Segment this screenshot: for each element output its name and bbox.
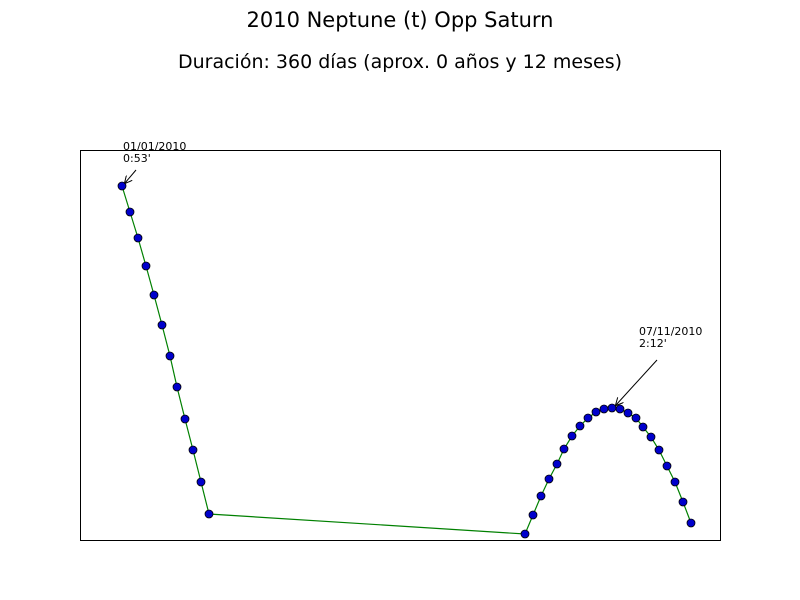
data-point — [149, 290, 159, 300]
data-point — [686, 518, 696, 528]
series-line — [121, 185, 692, 535]
annotation-label: 07/11/2010 — [639, 325, 702, 338]
data-point — [196, 477, 206, 487]
data-point — [544, 474, 554, 484]
chart-subtitle: Duración: 360 días (aprox. 0 años y 12 m… — [177, 51, 623, 73]
data-point — [575, 421, 585, 431]
data-point — [133, 233, 143, 243]
data-point — [188, 445, 198, 455]
data-point — [615, 404, 625, 414]
data-point — [520, 529, 530, 539]
annotation-label: 0:53' — [123, 152, 151, 165]
data-point — [638, 422, 648, 432]
annotation-label: 2:12' — [639, 337, 667, 350]
chart-title: 2010 Neptune (t) Opp Saturn — [246, 8, 554, 32]
data-point — [157, 320, 167, 330]
data-point — [141, 261, 151, 271]
data-point — [552, 459, 562, 469]
data-point — [172, 382, 182, 392]
data-point — [591, 407, 601, 417]
data-point — [117, 181, 127, 191]
data-point — [204, 509, 214, 519]
annotation-arrow — [616, 359, 658, 405]
data-point — [678, 497, 688, 507]
data-point — [646, 432, 656, 442]
data-point — [607, 403, 617, 413]
data-point — [180, 414, 190, 424]
data-point — [559, 444, 569, 454]
series-layer — [117, 181, 696, 539]
data-point — [567, 431, 577, 441]
plot-area-frame — [80, 150, 721, 541]
data-point — [662, 461, 672, 471]
data-point — [125, 207, 135, 217]
data-point — [536, 491, 546, 501]
data-point — [623, 408, 633, 418]
data-point — [599, 404, 609, 414]
data-point — [670, 477, 680, 487]
data-point — [165, 351, 175, 361]
data-point — [583, 413, 593, 423]
annotation-label: 01/01/2010 — [123, 140, 186, 153]
data-point — [631, 413, 641, 423]
annotation-arrow — [125, 169, 137, 183]
data-point — [654, 445, 664, 455]
data-point — [528, 510, 538, 520]
